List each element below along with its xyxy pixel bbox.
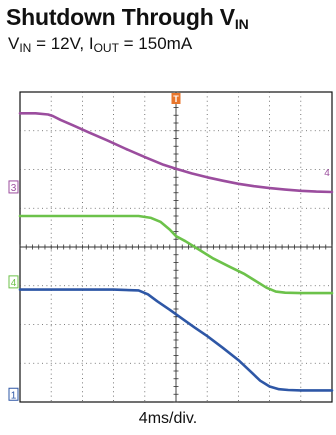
channel-marker-label-4: 4: [11, 278, 17, 289]
channel-marker-label-1: 1: [11, 390, 17, 401]
trace-channel-3: [18, 112, 334, 194]
trigger-marker: [171, 93, 181, 104]
right-edge-marker: 4: [324, 168, 330, 179]
chart-subtitle: VIN = 12V, IOUT = 150mA: [8, 34, 193, 55]
trace-channel-1: [18, 288, 334, 392]
channel-marker-label-3: 3: [11, 183, 17, 194]
trace-channel-4: [18, 214, 334, 295]
channel-marker-3: [8, 180, 19, 194]
chart-title: Shutdown Through VIN: [6, 4, 249, 32]
channel-marker-4: [8, 275, 19, 289]
channel-marker-1: [8, 387, 19, 401]
x-axis-label: 4ms/div.: [138, 410, 198, 427]
trigger-marker-label: T: [173, 94, 179, 104]
